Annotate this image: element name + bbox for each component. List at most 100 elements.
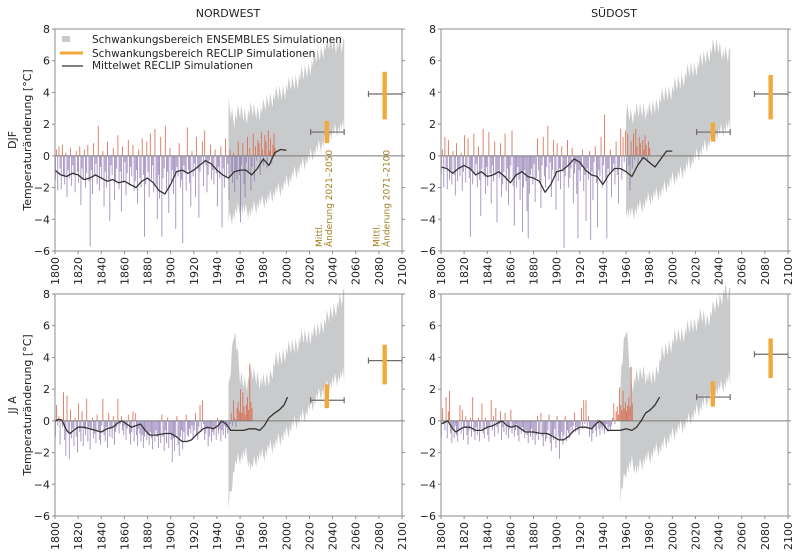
anomaly-bar: [445, 397, 447, 421]
anomaly-bar: [602, 420, 604, 426]
anomaly-bar: [169, 420, 171, 434]
anomaly-bar: [134, 155, 136, 182]
anomaly-bar: [574, 155, 575, 174]
anomaly-bar: [521, 420, 523, 428]
anomaly-bar: [151, 155, 152, 180]
x-tick-label: 1940: [597, 522, 610, 550]
anomaly-bar: [144, 155, 145, 237]
anomaly-bar: [142, 155, 144, 175]
anomaly-bar: [460, 152, 462, 156]
anomaly-bar: [219, 420, 221, 429]
anomaly-bar: [563, 420, 565, 436]
anomaly-bar: [221, 420, 223, 431]
anomaly-bar: [450, 155, 452, 171]
anomaly-bar: [460, 420, 462, 434]
anomaly-bar: [629, 155, 631, 191]
anomaly-bar: [517, 155, 519, 167]
anomaly-bar: [449, 390, 450, 421]
anomaly-bar: [572, 420, 574, 426]
anomaly-bar: [229, 420, 231, 425]
mean-curve: [440, 396, 661, 441]
anomaly-bar: [473, 420, 475, 432]
anomaly-bar: [250, 155, 252, 191]
anomaly-bar: [240, 389, 241, 421]
panel-suedost-djf: −6 −4 −2 0 2 4 6 8 1800 1820 1840 1860 1880 1900 1920 1…: [420, 23, 795, 285]
x-tick-label: 1920: [188, 257, 201, 285]
anomaly-bar: [501, 155, 503, 198]
anomaly-bar: [97, 420, 99, 431]
anomaly-bar: [141, 420, 143, 436]
anomaly-bar: [169, 147, 171, 156]
anomaly-bar: [199, 405, 201, 421]
anomaly-bar: [138, 149, 140, 156]
anomaly-bar: [204, 130, 206, 156]
anomaly-bar: [64, 420, 66, 440]
anomaly-bar: [563, 155, 565, 248]
anomaly-bar: [133, 420, 135, 442]
anomaly-bar: [142, 420, 144, 448]
anomaly-bar: [553, 140, 555, 156]
anomaly-bar: [236, 408, 238, 421]
anomaly-bar: [145, 155, 147, 185]
x-tick-label: 1860: [504, 257, 517, 285]
anomaly-bar: [98, 420, 100, 440]
anomaly-bar: [631, 403, 633, 421]
anomaly-bar: [147, 155, 149, 172]
anomaly-bar: [61, 420, 63, 428]
anomaly-bar: [247, 136, 248, 156]
x-tick-label: 1900: [165, 257, 178, 285]
anomaly-bar: [609, 420, 611, 431]
ensemble-range-area: [228, 35, 345, 225]
x-tick-label: 1940: [211, 522, 224, 550]
reclip-range-bar-0: [324, 120, 330, 144]
anomaly-bar: [135, 155, 137, 171]
anomaly-bar: [167, 155, 169, 172]
anomaly-bar: [182, 155, 184, 244]
anomaly-bar: [549, 420, 551, 444]
anomaly-bar: [556, 143, 558, 156]
anomaly-bar: [561, 146, 563, 156]
anomaly-bar: [225, 138, 226, 156]
anomaly-bar: [480, 420, 482, 429]
anomaly-bar: [95, 155, 97, 164]
anomaly-bar: [511, 130, 513, 156]
anomaly-bar: [221, 155, 223, 228]
anomaly-bar: [63, 392, 64, 421]
legend: Schwankungsbereich ENSEMBLES Simulatione…: [60, 34, 342, 72]
anomaly-bar: [89, 155, 91, 247]
anomaly-bar: [496, 155, 498, 223]
anomaly-bar: [530, 155, 531, 175]
anomaly-bar: [238, 411, 240, 421]
anomaly-bar: [198, 420, 200, 428]
anomaly-bar: [611, 420, 612, 426]
anomaly-bar: [487, 420, 489, 436]
anomaly-bar: [186, 127, 188, 156]
anomaly-bar: [68, 155, 70, 179]
anomaly-bar: [191, 151, 193, 156]
anomaly-bar: [225, 420, 226, 439]
reclip-range-bar-1: [382, 344, 387, 385]
anomaly-bar: [622, 136, 624, 156]
anomaly-bar: [509, 420, 511, 429]
anomaly-bar: [475, 155, 477, 164]
x-tick-label: 2000: [280, 522, 293, 550]
anomaly-bar: [172, 420, 174, 439]
anomaly-bar: [599, 155, 601, 177]
anomaly-bar: [627, 405, 629, 421]
anomaly-bar: [473, 133, 475, 156]
anomaly-bar: [117, 135, 119, 156]
anomaly-bar: [451, 420, 453, 444]
anomaly-bar: [446, 155, 448, 190]
anomaly-bar: [118, 155, 120, 190]
anomaly-bar: [502, 420, 504, 428]
anomaly-bar: [442, 408, 444, 421]
anomaly-bar: [126, 155, 128, 174]
anomaly-bar: [465, 155, 467, 183]
anomaly-bar: [489, 155, 491, 174]
x-tick-label: 1960: [620, 257, 633, 285]
anomaly-bar: [533, 155, 535, 164]
anomaly-bar: [61, 144, 63, 156]
anomaly-bar: [472, 397, 474, 421]
anomaly-bar: [72, 155, 74, 166]
y-tick-label: 8: [43, 288, 50, 301]
